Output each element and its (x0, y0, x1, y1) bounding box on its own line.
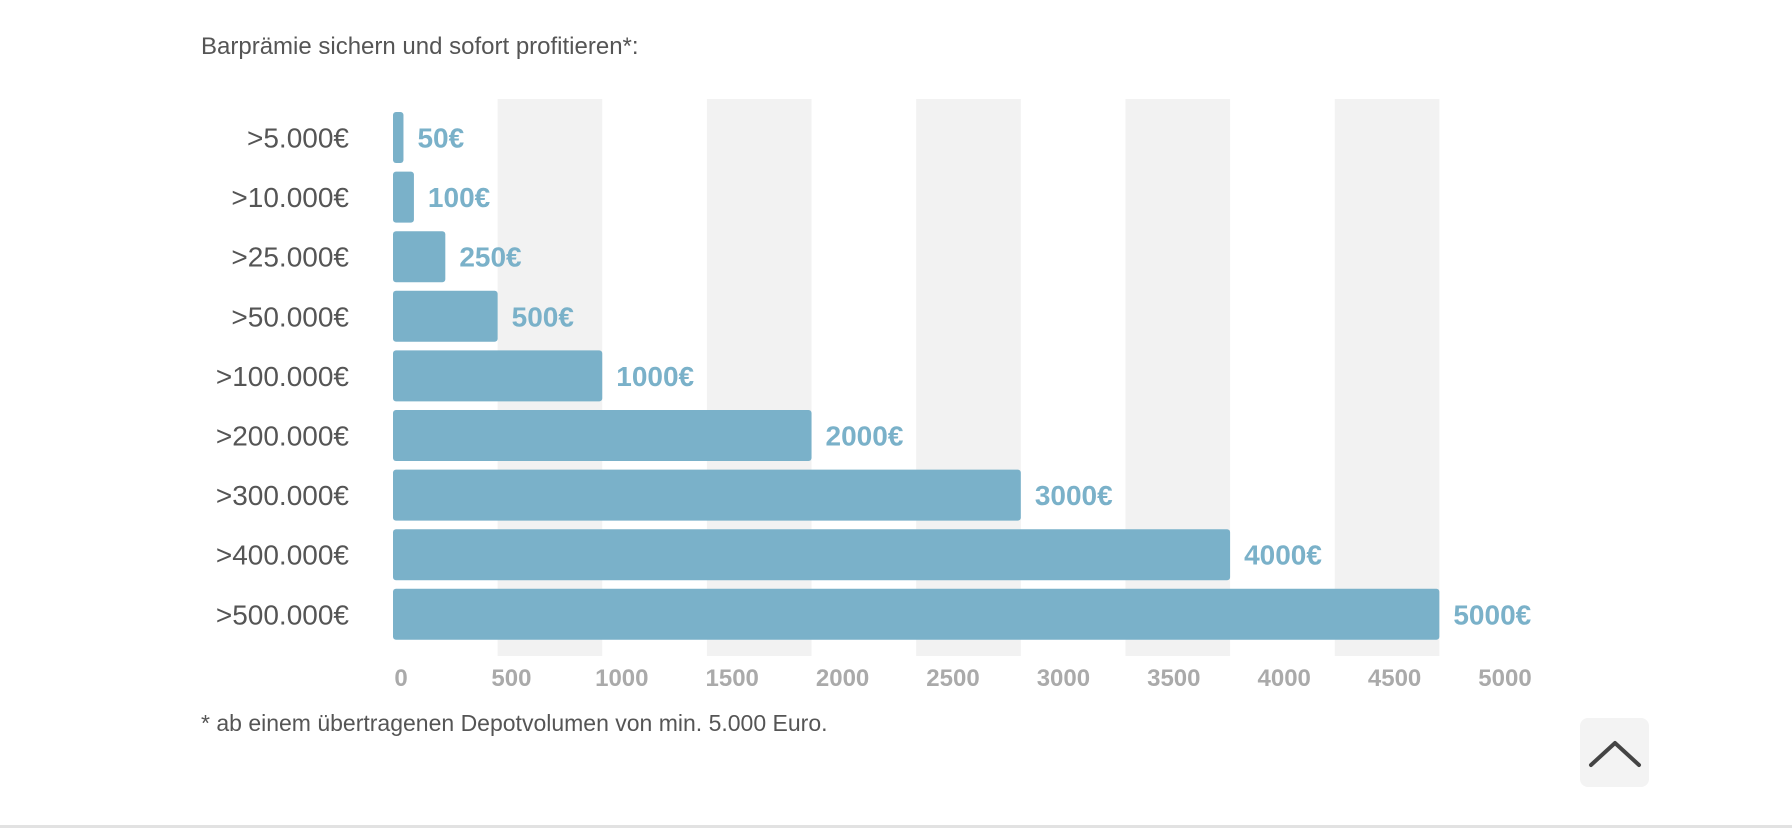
x-tick-label: 1000 (595, 665, 648, 692)
bottom-divider (0, 825, 1792, 828)
cash-bonus-bar-chart: 50€ 100€ 250€ 500€ 1000€ 2000€ 3000€ 4000€ 5000€… (216, 99, 1532, 692)
bar-category-label: >500.000€ (216, 599, 350, 630)
bar-category-label: >50.000€ (231, 301, 349, 332)
bar (393, 290, 498, 342)
bar-category-label: >10.000€ (231, 182, 349, 213)
bar (393, 112, 404, 163)
bar-value-label: 500€ (512, 301, 575, 332)
bar (393, 171, 414, 223)
bar-value-label: 4000€ (1244, 540, 1322, 571)
bar (393, 410, 812, 461)
bar (393, 588, 1440, 640)
x-tick-label: 500 (491, 665, 531, 692)
x-tick-label: 1500 (706, 665, 759, 692)
bar-value-label: 50€ (417, 123, 464, 154)
grid-band (1334, 99, 1440, 656)
chevron-up-icon (1588, 740, 1641, 767)
bar (393, 231, 446, 283)
bar-category-label: >400.000€ (216, 540, 350, 571)
bar-value-label: 3000€ (1035, 480, 1113, 511)
bar-value-label: 5000€ (1453, 599, 1531, 630)
chart-x-axis-ticks: 0 500 1000 1500 2000 2500 3000 3500 4000 4500 5000 (394, 665, 1531, 692)
x-tick-label: 3000 (1037, 665, 1090, 692)
x-tick-label: 2000 (816, 665, 869, 692)
bar-value-label: 250€ (459, 242, 522, 273)
bar (393, 529, 1231, 581)
bar-category-label: >25.000€ (231, 242, 349, 273)
x-tick-label: 2500 (926, 665, 979, 692)
footnote: * ab einem übertragenen Depotvolumen von… (201, 710, 828, 736)
bar-category-label: >200.000€ (216, 421, 350, 452)
bar-category-label: >5.000€ (247, 123, 349, 154)
chart-bars (393, 112, 1440, 640)
bar-category-label: >300.000€ (216, 480, 350, 511)
bar (393, 469, 1021, 521)
x-tick-label: 3500 (1147, 665, 1200, 692)
chart-category-labels: >5.000€ >10.000€ >25.000€ >50.000€ >100.000€… (216, 123, 350, 631)
bar (393, 350, 603, 402)
x-tick-label: 4000 (1258, 665, 1311, 692)
x-tick-label: 0 (394, 665, 407, 692)
bar-value-label: 1000€ (616, 361, 694, 392)
x-tick-label: 4500 (1368, 665, 1421, 692)
bar-value-label: 100€ (428, 182, 491, 213)
x-tick-label: 5000 (1478, 665, 1531, 692)
bar-value-label: 2000€ (826, 421, 904, 452)
intro-text: Barprämie sichern und sofort profitieren… (201, 33, 639, 60)
bar-category-label: >100.000€ (216, 361, 350, 392)
chart-value-labels: 50€ 100€ 250€ 500€ 1000€ 2000€ 3000€ 4000€ 5000€ (417, 123, 1531, 631)
back-to-top-button[interactable] (1580, 718, 1649, 787)
